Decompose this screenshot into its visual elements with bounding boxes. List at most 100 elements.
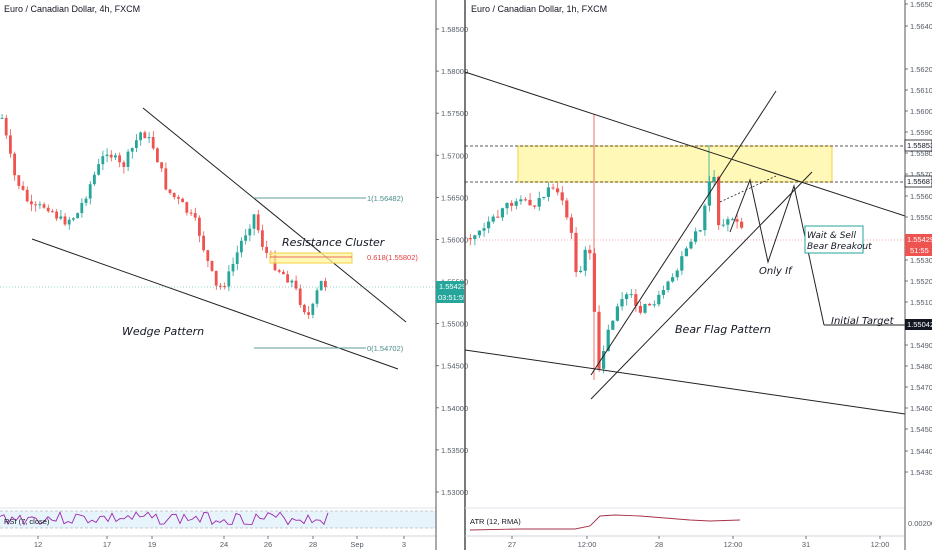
left-candle[interactable]	[189, 212, 193, 214]
right-candle[interactable]	[505, 202, 509, 209]
right-candle[interactable]	[689, 241, 693, 249]
right-candle[interactable]	[514, 201, 518, 206]
right-candle[interactable]	[510, 202, 514, 206]
left-candle[interactable]	[147, 137, 151, 139]
left-candle[interactable]	[319, 280, 323, 291]
left-candle[interactable]	[105, 154, 109, 157]
left-candle[interactable]	[101, 156, 105, 165]
right-candle[interactable]	[717, 176, 721, 226]
left-candle[interactable]	[185, 202, 189, 213]
left-candle[interactable]	[55, 211, 58, 219]
left-candle[interactable]	[151, 137, 155, 149]
right-candle[interactable]	[684, 248, 688, 257]
projection-path[interactable]	[729, 178, 825, 326]
wait-sell-box[interactable]	[804, 225, 864, 254]
left-candle[interactable]	[303, 304, 306, 313]
right-candle[interactable]	[726, 219, 730, 225]
right-candle[interactable]	[556, 188, 560, 193]
left-candle[interactable]	[294, 280, 298, 289]
left-candle[interactable]	[122, 162, 126, 167]
right-candle[interactable]	[698, 230, 702, 232]
left-candle[interactable]	[181, 198, 184, 203]
left-candle[interactable]	[168, 189, 172, 193]
right-candle[interactable]	[523, 199, 527, 201]
left-candle[interactable]	[80, 202, 84, 214]
left-candle[interactable]	[97, 164, 100, 175]
right-candle[interactable]	[583, 249, 587, 271]
left-candle[interactable]	[156, 148, 159, 163]
left-candle[interactable]	[231, 263, 235, 272]
right-candle[interactable]	[735, 219, 739, 222]
flag-lower-line[interactable]	[590, 171, 813, 400]
left-candle[interactable]	[265, 246, 268, 254]
left-candle[interactable]	[223, 285, 226, 287]
left-candle[interactable]	[298, 288, 302, 305]
right-candle[interactable]	[565, 200, 569, 218]
right-candle[interactable]	[528, 199, 532, 206]
wedge-lower-line[interactable]	[31, 238, 399, 370]
left-candle[interactable]	[307, 312, 310, 315]
right-candle[interactable]	[533, 205, 537, 207]
left-candle[interactable]	[193, 213, 197, 218]
left-candle[interactable]	[227, 271, 231, 287]
left-candle[interactable]	[198, 217, 201, 236]
right-candle[interactable]	[620, 299, 624, 307]
left-candle[interactable]	[324, 280, 327, 288]
left-candle[interactable]	[143, 132, 147, 139]
left-candle[interactable]	[139, 132, 142, 141]
left-candle[interactable]	[315, 290, 319, 304]
left-candle[interactable]	[42, 204, 46, 208]
left-candle[interactable]	[109, 154, 113, 158]
right-candle[interactable]	[652, 304, 656, 306]
left-candle[interactable]	[34, 204, 37, 206]
left-candle[interactable]	[63, 216, 67, 225]
right-candle[interactable]	[634, 294, 638, 306]
right-candle[interactable]	[519, 199, 523, 202]
left-candle[interactable]	[17, 175, 21, 186]
left-candle[interactable]	[160, 162, 163, 169]
right-candle[interactable]	[671, 277, 675, 282]
right-candle[interactable]	[592, 253, 596, 312]
right-candle[interactable]	[629, 294, 633, 296]
right-candle[interactable]	[721, 224, 725, 226]
left-candle[interactable]	[214, 270, 218, 286]
left-candle[interactable]	[311, 303, 315, 315]
left-candle[interactable]	[235, 252, 239, 264]
left-candle[interactable]	[126, 151, 130, 167]
left-candle[interactable]	[118, 155, 121, 163]
right-candle[interactable]	[473, 235, 477, 240]
left-candle[interactable]	[30, 201, 33, 205]
right-candle[interactable]	[542, 196, 546, 199]
right-candle[interactable]	[560, 192, 564, 201]
right-candle[interactable]	[477, 230, 481, 236]
left-candle[interactable]	[202, 235, 205, 251]
descending-trend-line[interactable]	[464, 71, 906, 217]
right-candle[interactable]	[661, 289, 665, 295]
left-candle[interactable]	[46, 207, 50, 212]
left-candle[interactable]	[4, 117, 8, 136]
left-candle[interactable]	[206, 250, 210, 261]
right-candle[interactable]	[537, 198, 541, 207]
left-candle[interactable]	[9, 135, 12, 154]
right-candle[interactable]	[579, 270, 583, 273]
right-candle[interactable]	[666, 281, 670, 290]
left-candle[interactable]	[164, 168, 168, 190]
right-candle[interactable]	[675, 270, 679, 278]
left-candle[interactable]	[67, 219, 71, 225]
right-candle[interactable]	[680, 256, 684, 271]
left-candle[interactable]	[21, 185, 25, 190]
left-candle[interactable]	[219, 285, 222, 287]
right-candle[interactable]	[482, 228, 486, 231]
left-candle[interactable]	[177, 197, 180, 199]
left-candle[interactable]	[84, 198, 88, 203]
right-candle[interactable]	[625, 294, 629, 300]
right-candle[interactable]	[648, 303, 652, 306]
resistance-zone[interactable]	[269, 252, 353, 264]
right-candle[interactable]	[703, 205, 707, 231]
left-candle[interactable]	[240, 240, 243, 253]
right-candle[interactable]	[487, 221, 491, 229]
left-candle[interactable]	[286, 274, 289, 283]
left-candle[interactable]	[256, 214, 260, 231]
right-candle[interactable]	[730, 219, 734, 221]
flag-upper-line[interactable]	[590, 90, 777, 376]
